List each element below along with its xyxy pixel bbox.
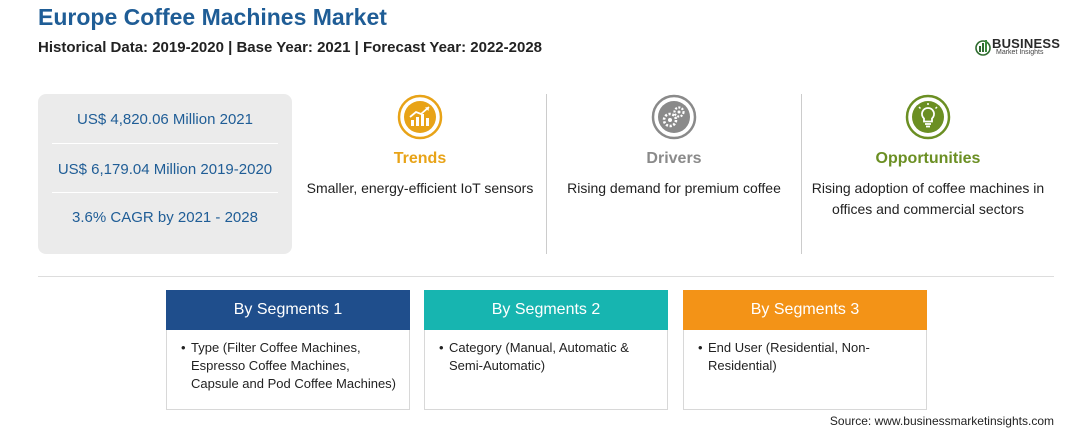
logo-subtext: Market Insights [996,49,1044,56]
segment-1-header: By Segments 1 [166,290,410,330]
segment-3-header: By Segments 3 [683,290,927,330]
bullet-icon: • [439,340,444,355]
trends-column: Trends Smaller, energy-efficient IoT sen… [300,94,540,254]
opportunities-description: Rising adoption of coffee machines in of… [811,180,1045,217]
stat-divider [52,192,278,193]
gears-icon [651,94,697,140]
opportunities-column: Opportunities Rising adoption of coffee … [808,94,1048,254]
segment-3-text: End User (Residential, Non-Residential) [708,340,870,373]
segment-1-body: • Type (Filter Coffee Machines, Espresso… [181,339,401,393]
column-divider [546,94,547,254]
drivers-column: Drivers Rising demand for premium coffee [554,94,794,254]
lightbulb-icon [905,94,951,140]
segment-card-3: By Segments 3 • End User (Residential, N… [683,290,927,410]
column-divider [801,94,802,254]
source-note: Source: www.businessmarketinsights.com [829,414,1054,428]
segment-3-body: • End User (Residential, Non-Residential… [698,339,918,375]
trends-description: Smaller, energy-efficient IoT sensors [306,180,534,196]
brand-logo: BUSINESS Market Insights [974,36,1064,60]
stat-cagr: 3.6% CAGR by 2021 - 2028 [72,209,258,226]
market-stats-panel: US$ 4,820.06 Million 2021 US$ 6,179.04 M… [38,94,292,254]
section-divider [38,276,1054,277]
stat-market-size-historical: US$ 6,179.04 Million 2019-2020 [57,161,273,178]
stat-divider [52,143,278,144]
segment-card-1: By Segments 1 • Type (Filter Coffee Mach… [166,290,410,410]
logo-text: BUSINESS [992,36,1061,51]
bullet-icon: • [181,340,186,355]
segment-1-text: Type (Filter Coffee Machines, Espresso C… [191,340,396,391]
page-subtitle: Historical Data: 2019-2020 | Base Year: … [38,39,543,56]
segment-card-2: By Segments 2 • Category (Manual, Automa… [424,290,668,410]
bullet-icon: • [698,340,703,355]
stat-market-size-2021: US$ 4,820.06 Million 2021 [77,111,253,128]
globe-bars-icon [975,40,991,56]
drivers-label: Drivers [646,150,702,167]
segment-2-body: • Category (Manual, Automatic & Semi-Aut… [439,339,659,375]
chart-up-icon [397,94,443,140]
drivers-description: Rising demand for premium coffee [567,180,781,196]
segment-2-text: Category (Manual, Automatic & Semi-Autom… [449,340,629,373]
segment-2-header: By Segments 2 [424,290,668,330]
trends-label: Trends [393,150,447,167]
page-title: Europe Coffee Machines Market [38,4,387,30]
opportunities-label: Opportunities [875,150,981,167]
